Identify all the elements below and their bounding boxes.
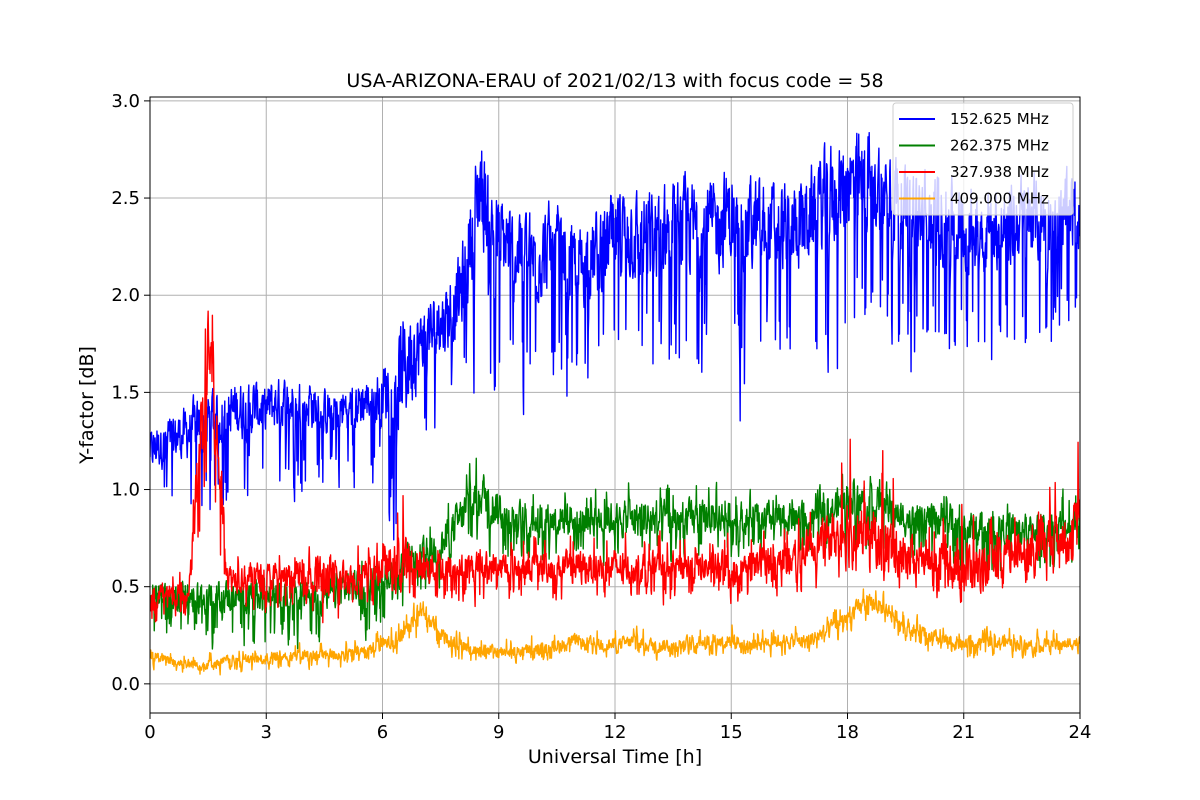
series-group [150,588,1080,676]
y-tick-label: 1.0 [111,480,140,501]
legend-entry-label: 152.625 MHz [950,110,1049,128]
x-tick-label: 6 [377,722,388,743]
x-tick-label: 24 [1069,722,1092,743]
legend-entry-label: 262.375 MHz [950,137,1049,155]
y-tick-label: 0.5 [111,577,140,598]
y-tick-label: 0.0 [111,674,140,695]
chart-title: USA-ARIZONA-ERAU of 2021/02/13 with focu… [346,70,883,92]
x-tick-label: 9 [493,722,504,743]
legend: 152.625 MHz 262.375 MHz 327.938 MHz 409.000… [892,102,1074,216]
y-tick-label: 2.0 [111,285,140,306]
series-group [150,310,1080,624]
tick-layer: 0 3 6 9 12 15 18 21 24 0.0 0.5 1.0 1.5 2.0 2.5 3.0 [111,91,1091,743]
x-tick-label: 12 [604,722,627,743]
x-tick-label: 21 [952,722,975,743]
x-tick-label: 15 [720,722,743,743]
series-line [150,588,1080,676]
x-tick-label: 18 [836,722,859,743]
x-axis-label: Universal Time [h] [528,746,702,768]
x-tick-label: 3 [261,722,272,743]
legend-entry-label: 327.938 MHz [950,163,1049,181]
series-line [150,310,1080,624]
x-tick-label: 0 [144,722,155,743]
y-tick-label: 3.0 [111,91,140,112]
legend-entry-label: 409.000 MHz [950,190,1049,208]
y-tick-label: 2.5 [111,188,140,209]
y-axis-label: Y-factor [dB] [76,346,98,465]
y-tick-label: 1.5 [111,382,140,403]
legend-box [892,102,1074,216]
